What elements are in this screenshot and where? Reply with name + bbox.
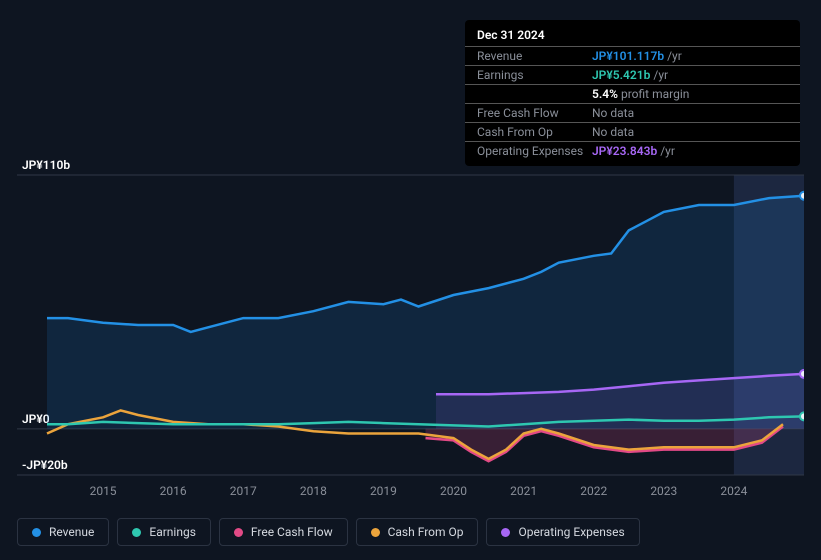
legend-swatch	[371, 528, 380, 537]
legend-label: Earnings	[149, 525, 196, 539]
chart-tooltip: Dec 31 2024 RevenueJP¥101.117b/yrEarning…	[465, 20, 800, 166]
tooltip-row-label	[477, 87, 592, 101]
y-axis-label: JP¥0	[22, 412, 50, 426]
tooltip-row-label: Free Cash Flow	[477, 106, 592, 120]
y-axis-label: JP¥110b	[22, 158, 70, 172]
tooltip-row-label: Revenue	[477, 49, 592, 63]
x-axis-label: 2021	[510, 484, 537, 498]
x-axis-label: 2019	[370, 484, 397, 498]
tooltip-row: Cash From OpNo data	[465, 122, 800, 141]
legend-item[interactable]: Cash From Op	[356, 518, 479, 546]
legend-swatch	[32, 528, 41, 537]
legend-label: Revenue	[49, 525, 94, 539]
x-axis-label: 2016	[160, 484, 187, 498]
series-endcap-opex	[800, 370, 804, 378]
tooltip-row: RevenueJP¥101.117b/yr	[465, 46, 800, 65]
legend-label: Free Cash Flow	[251, 525, 333, 539]
legend-swatch	[501, 528, 510, 537]
legend-swatch	[132, 528, 141, 537]
tooltip-title: Dec 31 2024	[465, 26, 800, 46]
series-endcap-revenue	[800, 192, 804, 200]
legend-item[interactable]: Revenue	[17, 518, 109, 546]
legend-label: Operating Expenses	[518, 525, 624, 539]
y-axis-label: -JP¥20b	[22, 458, 68, 472]
x-axis-label: 2022	[580, 484, 607, 498]
tooltip-row-label: Earnings	[477, 68, 592, 82]
x-axis-label: 2024	[720, 484, 747, 498]
x-axis-label: 2023	[650, 484, 677, 498]
tooltip-row: 5.4%profit margin	[465, 84, 800, 103]
x-axis-label: 2017	[230, 484, 257, 498]
tooltip-row-value: JP¥5.421b/yr	[592, 68, 788, 82]
x-axis-label: 2018	[300, 484, 327, 498]
legend-label: Cash From Op	[388, 525, 464, 539]
tooltip-row-value: JP¥101.117b/yr	[592, 49, 788, 63]
chart-legend: Revenue Earnings Free Cash Flow Cash From O…	[17, 518, 640, 546]
tooltip-row-value: No data	[592, 125, 788, 139]
financials-chart[interactable]: JP¥110b JP¥0 -JP¥20b 2015 2016 2017 2018 2019 20…	[17, 155, 804, 500]
legend-swatch	[234, 528, 243, 537]
tooltip-row-value: 5.4%profit margin	[592, 87, 788, 101]
tooltip-row-label: Cash From Op	[477, 125, 592, 139]
tooltip-row-value: No data	[592, 106, 788, 120]
x-axis-label: 2015	[90, 484, 117, 498]
x-axis-label: 2020	[440, 484, 467, 498]
series-endcap-earnings	[800, 412, 804, 420]
legend-item[interactable]: Free Cash Flow	[219, 518, 348, 546]
legend-item[interactable]: Earnings	[117, 518, 211, 546]
legend-item[interactable]: Operating Expenses	[486, 518, 639, 546]
tooltip-row: EarningsJP¥5.421b/yr	[465, 65, 800, 84]
tooltip-row: Free Cash FlowNo data	[465, 103, 800, 122]
